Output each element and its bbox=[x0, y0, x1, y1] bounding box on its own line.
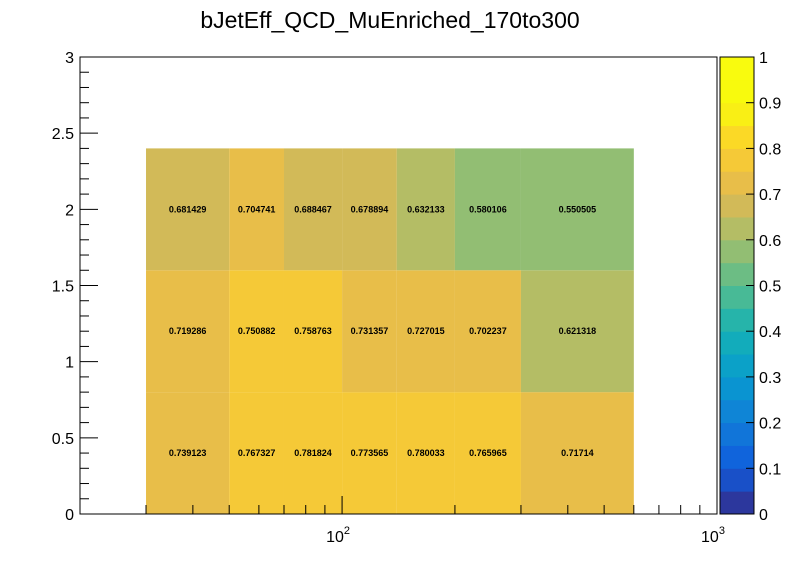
cell-value-label: 0.719286 bbox=[169, 326, 207, 336]
colorbar-segment bbox=[720, 102, 754, 127]
colorbar-tick-label: 0.1 bbox=[759, 461, 781, 478]
x-tick-label: 102 bbox=[326, 525, 350, 546]
cell-value-label: 0.750882 bbox=[238, 326, 276, 336]
heatmap-cell bbox=[396, 148, 455, 271]
cell-value-label: 0.550505 bbox=[559, 204, 597, 214]
heatmap-cell bbox=[454, 148, 521, 271]
heatmap-cell bbox=[396, 270, 455, 393]
colorbar-segment bbox=[720, 308, 754, 332]
y-tick-label: 2 bbox=[65, 202, 74, 219]
heatmap-cell bbox=[342, 392, 397, 514]
cell-value-label: 0.727015 bbox=[407, 326, 445, 336]
chart-title: bJetEff_QCD_MuEnriched_170to300 bbox=[200, 7, 579, 33]
y-tick-label: 0 bbox=[65, 507, 74, 524]
heatmap-cell bbox=[454, 392, 521, 514]
cell-value-label: 0.781824 bbox=[294, 448, 332, 458]
colorbar-tick-label: 0.9 bbox=[759, 96, 781, 113]
y-tick-label: 1 bbox=[65, 355, 74, 372]
colorbar-tick-label: 1 bbox=[759, 50, 768, 67]
colorbar-tick-label: 0.3 bbox=[759, 370, 781, 387]
y-tick-label: 2.5 bbox=[52, 126, 74, 143]
heatmap-cell bbox=[454, 270, 521, 393]
cell-value-label: 0.780033 bbox=[407, 448, 445, 458]
cell-value-label: 0.731357 bbox=[351, 326, 389, 336]
cell-value-label: 0.773565 bbox=[351, 448, 389, 458]
x-tick-base: 10 bbox=[701, 529, 719, 546]
colorbar-segment bbox=[720, 354, 754, 378]
x-axis: 102 103 bbox=[79, 496, 725, 546]
heatmap-cell bbox=[520, 392, 634, 514]
cell-value-label: 0.688467 bbox=[294, 204, 332, 214]
colorbar-segment bbox=[720, 171, 754, 195]
cell-value-labels: 0.739123 0.767327 0.781824 0.773565 0.780033… bbox=[169, 204, 596, 458]
color-scale-bar: 0 0.1 0.2 0.3 0.4 0.5 0.6 0.7 0.8 0.9 1 bbox=[719, 50, 781, 524]
heatmap-cell bbox=[520, 148, 634, 271]
heatmap-cell bbox=[283, 270, 343, 393]
heatmap-cell bbox=[283, 392, 343, 514]
cell-value-label: 0.678894 bbox=[351, 204, 389, 214]
colorbar-segment bbox=[720, 79, 754, 104]
x-tick-exponent: 2 bbox=[344, 525, 350, 537]
colorbar-tick-label: 0.7 bbox=[759, 187, 781, 204]
colorbar-segment bbox=[720, 57, 754, 81]
heatmap-cell bbox=[146, 148, 230, 271]
cell-value-label: 0.580106 bbox=[469, 204, 507, 214]
cell-value-label: 0.621318 bbox=[559, 326, 597, 336]
heatmap-cell bbox=[146, 392, 230, 514]
cell-value-label: 0.758763 bbox=[294, 326, 332, 336]
cell-value-label: 0.704741 bbox=[238, 204, 276, 214]
y-tick-label: 0.5 bbox=[52, 431, 74, 448]
heatmap-cell bbox=[229, 392, 284, 514]
heatmap-cell bbox=[396, 392, 455, 514]
colorbar-segment bbox=[720, 125, 754, 149]
y-tick-label: 1.5 bbox=[52, 279, 74, 296]
cell-value-label: 0.702237 bbox=[469, 326, 507, 336]
colorbar-tick-label: 0.4 bbox=[759, 324, 781, 341]
colorbar-segment bbox=[720, 376, 754, 401]
x-tick-exponent: 3 bbox=[719, 525, 725, 537]
colorbar-segment bbox=[720, 216, 754, 241]
colorbar-segment bbox=[720, 422, 754, 446]
heatmap-cells bbox=[146, 148, 634, 514]
cell-value-label: 0.767327 bbox=[238, 448, 276, 458]
cell-value-label: 0.681429 bbox=[169, 204, 207, 214]
x-tick-label: 103 bbox=[701, 525, 725, 546]
heatmap-cell bbox=[229, 148, 284, 271]
x-tick-base: 10 bbox=[326, 529, 344, 546]
heatmap-cell bbox=[342, 148, 397, 271]
colorbar-segment bbox=[720, 399, 754, 424]
colorbar-tick-label: 0 bbox=[759, 507, 768, 524]
cell-value-label: 0.71714 bbox=[561, 448, 594, 458]
heatmap-cell bbox=[229, 270, 284, 393]
colorbar-segment bbox=[720, 262, 754, 286]
cell-value-label: 0.765965 bbox=[469, 448, 507, 458]
heatmap-cell bbox=[342, 270, 397, 393]
colorbar-tick-label: 0.6 bbox=[759, 233, 781, 250]
colorbar-tick-label: 0.2 bbox=[759, 416, 781, 433]
y-tick-label: 3 bbox=[65, 50, 74, 67]
colorbar-segment bbox=[720, 445, 754, 469]
colorbar-segment bbox=[720, 239, 754, 264]
cell-value-label: 0.739123 bbox=[169, 448, 207, 458]
colorbar-segment bbox=[720, 468, 754, 492]
cell-value-label: 0.632133 bbox=[407, 204, 445, 214]
colorbar-segment bbox=[720, 491, 754, 515]
colorbar-segment bbox=[720, 285, 754, 309]
heatmap-cell bbox=[520, 270, 634, 393]
heatmap-cell bbox=[146, 270, 230, 393]
colorbar-segment bbox=[720, 148, 754, 172]
y-axis: 0 0.5 1 1.5 2 2.5 3 bbox=[52, 50, 98, 524]
colorbar-segment bbox=[720, 194, 754, 218]
colorbar-tick-label: 0.5 bbox=[759, 279, 781, 296]
heatmap-cell bbox=[283, 148, 343, 271]
colorbar-tick-label: 0.8 bbox=[759, 141, 781, 158]
colorbar-segment bbox=[720, 331, 754, 355]
